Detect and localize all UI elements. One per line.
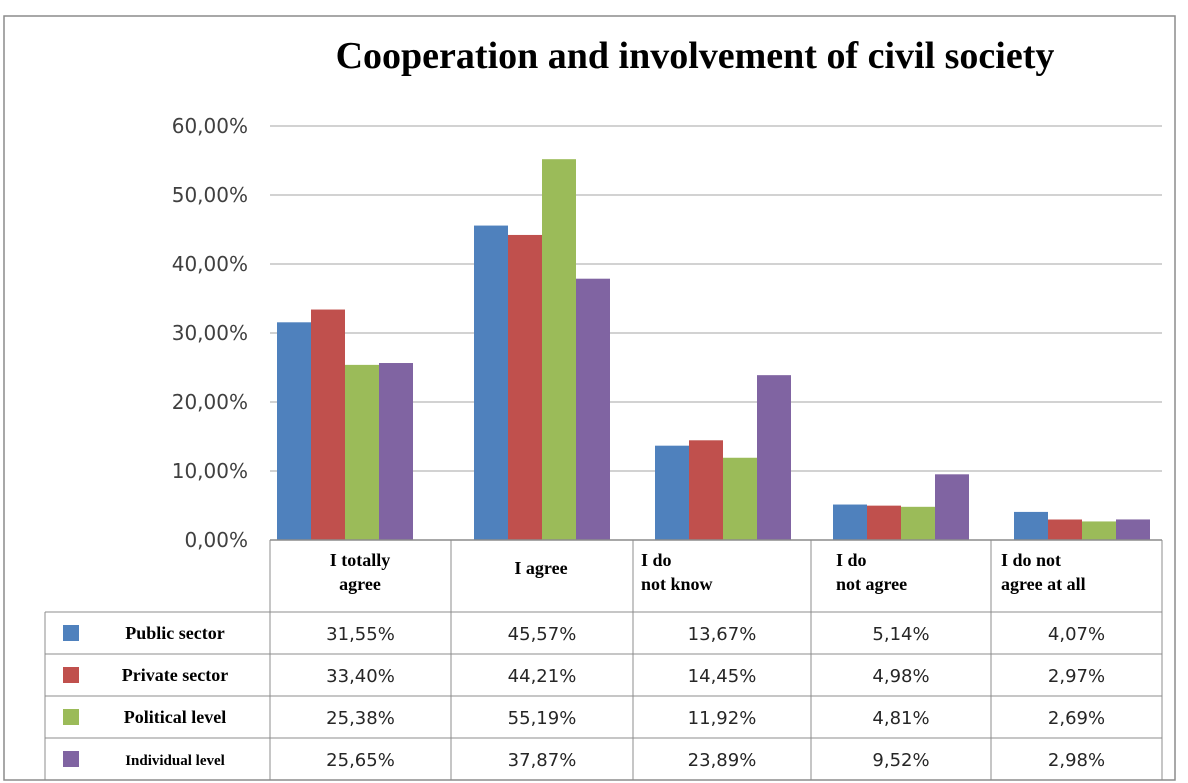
- bar: [345, 364, 379, 540]
- table-cell-value: 4,98%: [872, 666, 929, 687]
- category-label: I totally: [330, 550, 391, 570]
- y-tick-label: 20,00%: [172, 390, 248, 414]
- category-label: I agree: [514, 558, 567, 578]
- category-label: I do not: [1001, 550, 1061, 570]
- chart-title: Cooperation and involvement of civil soc…: [336, 35, 1055, 77]
- table-cell-value: 23,89%: [688, 750, 757, 771]
- bar: [277, 322, 311, 540]
- bar: [311, 309, 345, 540]
- bar: [655, 445, 689, 540]
- bar: [576, 278, 610, 540]
- legend-key: [63, 751, 79, 767]
- category-label: not know: [641, 574, 713, 594]
- bar: [508, 234, 542, 541]
- bar: [1048, 519, 1082, 540]
- legend-key: [63, 625, 79, 641]
- table-cell-value: 45,57%: [508, 624, 577, 645]
- table-cell-value: 4,07%: [1048, 624, 1105, 645]
- table-cell-value: 2,97%: [1048, 666, 1105, 687]
- y-tick-label: 60,00%: [172, 114, 248, 138]
- y-tick-label: 30,00%: [172, 321, 248, 345]
- y-tick-label: 40,00%: [172, 252, 248, 276]
- bar: [474, 225, 508, 540]
- bar: [1082, 521, 1116, 540]
- legend-key: [63, 709, 79, 725]
- category-label: I do: [836, 550, 867, 570]
- bar: [723, 457, 757, 540]
- table-cell-value: 11,92%: [688, 708, 757, 729]
- bar: [935, 474, 969, 540]
- table-cell-value: 13,67%: [688, 624, 757, 645]
- series-name: Private sector: [122, 665, 228, 685]
- table-cell-value: 25,65%: [326, 750, 395, 771]
- bars: [277, 159, 1150, 541]
- y-tick-label: 10,00%: [172, 459, 248, 483]
- bar: [833, 504, 867, 540]
- y-axis-ticks: 0,00% 10,00% 20,00% 30,00% 40,00% 50,00% 60,00…: [172, 114, 248, 552]
- data-table: I totally agree I agree I do not know I do not…: [44, 539, 1163, 781]
- table-cell-value: 44,21%: [508, 666, 577, 687]
- bar: [542, 159, 576, 540]
- table-cell-value: 55,19%: [508, 708, 577, 729]
- category-label: agree at all: [1001, 574, 1086, 594]
- bar: [689, 440, 723, 540]
- bar: [867, 505, 901, 540]
- legend-key: [63, 667, 79, 683]
- bar: [379, 363, 413, 540]
- bar: [1014, 511, 1048, 540]
- y-tick-label: 0,00%: [184, 528, 248, 552]
- bar: [1116, 519, 1150, 540]
- table-cell-value: 4,81%: [872, 708, 929, 729]
- category-label: I do: [641, 550, 672, 570]
- category-label: not agree: [836, 574, 907, 594]
- y-tick-label: 50,00%: [172, 183, 248, 207]
- table-cell-value: 31,55%: [326, 624, 395, 645]
- table-cell-value: 25,38%: [326, 708, 395, 729]
- series-name: Public sector: [125, 623, 224, 643]
- table-cell-value: 2,69%: [1048, 708, 1105, 729]
- bar: [757, 375, 791, 540]
- table-cell-value: 37,87%: [508, 750, 577, 771]
- bar: [901, 506, 935, 540]
- table-cell-value: 5,14%: [872, 624, 929, 645]
- series-name: Individual level: [125, 753, 225, 769]
- category-label: agree: [339, 574, 381, 594]
- table-cell-value: 14,45%: [688, 666, 757, 687]
- series-name: Political level: [124, 707, 226, 727]
- table-cell-value: 2,98%: [1048, 750, 1105, 771]
- table-cell-value: 33,40%: [326, 666, 395, 687]
- table-cell-value: 9,52%: [872, 750, 929, 771]
